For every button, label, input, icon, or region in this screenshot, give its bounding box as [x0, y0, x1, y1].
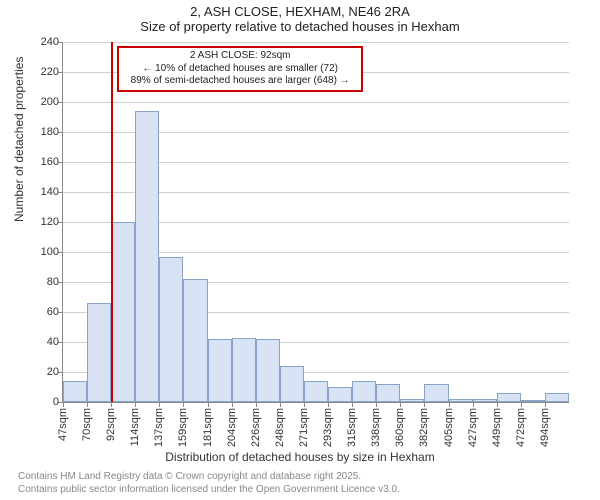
histogram-bar — [376, 384, 400, 402]
histogram-bar — [424, 384, 448, 402]
x-tick-label: 271sqm — [298, 408, 310, 447]
x-tick-label: 248sqm — [274, 408, 286, 447]
x-tick-label: 226sqm — [250, 408, 262, 447]
x-tick-label: 382sqm — [418, 408, 430, 447]
x-tick — [304, 402, 305, 407]
x-tick-label: 360sqm — [394, 408, 406, 447]
x-tick-label: 70sqm — [81, 408, 93, 441]
y-tick-label: 200 — [41, 96, 59, 108]
histogram-bar — [328, 387, 352, 402]
x-tick — [497, 402, 498, 407]
x-tick-label: 181sqm — [202, 408, 214, 447]
x-tick-label: 114sqm — [129, 408, 141, 446]
histogram-bar — [256, 339, 280, 402]
histogram-bar — [232, 338, 256, 403]
histogram-bar — [497, 393, 521, 402]
histogram-bar — [159, 257, 183, 403]
x-tick — [159, 402, 160, 407]
grid-line — [63, 42, 569, 43]
x-tick — [400, 402, 401, 407]
x-tick — [545, 402, 546, 407]
x-tick — [63, 402, 64, 407]
chart-container: 2, ASH CLOSE, HEXHAM, NE46 2RA Size of p… — [0, 0, 600, 500]
histogram-bar — [352, 381, 376, 402]
x-tick — [352, 402, 353, 407]
histogram-bar — [63, 381, 87, 402]
x-tick — [111, 402, 112, 407]
marker-line — [111, 42, 113, 402]
histogram-bar — [521, 400, 545, 402]
plot-area: 02040608010012014016018020022024047sqm70… — [62, 42, 569, 403]
histogram-bar — [208, 339, 232, 402]
x-tick-label: 472sqm — [515, 408, 527, 447]
x-tick-label: 204sqm — [226, 408, 238, 447]
y-tick-label: 180 — [41, 126, 59, 138]
x-tick-label: 47sqm — [57, 408, 69, 441]
x-tick — [183, 402, 184, 407]
x-tick-label: 92sqm — [105, 408, 117, 441]
x-tick — [328, 402, 329, 407]
footer-line1: Contains HM Land Registry data © Crown c… — [18, 471, 400, 484]
histogram-bar — [304, 381, 328, 402]
x-tick — [449, 402, 450, 407]
x-tick-label: 494sqm — [539, 408, 551, 447]
annotation-box: 2 ASH CLOSE: 92sqm ← 10% of detached hou… — [117, 46, 363, 92]
x-tick-label: 137sqm — [153, 408, 165, 447]
histogram-bar — [449, 399, 473, 402]
y-tick-label: 100 — [41, 246, 59, 258]
y-tick-label: 60 — [47, 306, 59, 318]
title-block: 2, ASH CLOSE, HEXHAM, NE46 2RA Size of p… — [0, 0, 600, 34]
histogram-bar — [111, 222, 135, 402]
x-tick — [376, 402, 377, 407]
annotation-line3: 89% of semi-detached houses are larger (… — [123, 75, 357, 88]
histogram-bar — [135, 111, 159, 402]
histogram-bar — [183, 279, 207, 402]
annotation-line2: ← 10% of detached houses are smaller (72… — [123, 63, 357, 76]
x-tick — [135, 402, 136, 407]
x-tick-label: 315sqm — [346, 408, 358, 447]
x-tick-label: 338sqm — [370, 408, 382, 447]
histogram-bar — [400, 399, 424, 402]
grid-line — [63, 102, 569, 103]
y-tick-label: 140 — [41, 186, 59, 198]
chart-title-line2: Size of property relative to detached ho… — [0, 19, 600, 34]
y-tick-label: 40 — [47, 336, 59, 348]
histogram-bar — [280, 366, 304, 402]
y-tick-label: 240 — [41, 36, 59, 48]
y-tick-label: 220 — [41, 66, 59, 78]
x-tick-label: 159sqm — [177, 408, 189, 447]
y-tick-label: 0 — [53, 396, 59, 408]
chart-title-line1: 2, ASH CLOSE, HEXHAM, NE46 2RA — [0, 4, 600, 19]
x-tick — [521, 402, 522, 407]
y-tick-label: 80 — [47, 276, 59, 288]
x-tick — [473, 402, 474, 407]
x-tick-label: 427sqm — [467, 408, 479, 447]
footer-block: Contains HM Land Registry data © Crown c… — [18, 471, 400, 496]
x-tick — [232, 402, 233, 407]
x-tick — [280, 402, 281, 407]
x-tick-label: 293sqm — [322, 408, 334, 447]
y-tick-label: 20 — [47, 366, 59, 378]
y-tick-label: 120 — [41, 216, 59, 228]
x-axis-title: Distribution of detached houses by size … — [0, 450, 600, 464]
histogram-bar — [87, 303, 111, 402]
x-tick-label: 449sqm — [491, 408, 503, 447]
x-tick — [208, 402, 209, 407]
y-axis-title: Number of detached properties — [12, 57, 26, 222]
y-tick-label: 160 — [41, 156, 59, 168]
x-tick — [87, 402, 88, 407]
annotation-line1: 2 ASH CLOSE: 92sqm — [123, 50, 357, 63]
x-tick-label: 405sqm — [443, 408, 455, 447]
x-tick — [256, 402, 257, 407]
histogram-bar — [545, 393, 569, 402]
histogram-bar — [473, 399, 497, 402]
x-tick — [424, 402, 425, 407]
footer-line2: Contains public sector information licen… — [18, 484, 400, 497]
